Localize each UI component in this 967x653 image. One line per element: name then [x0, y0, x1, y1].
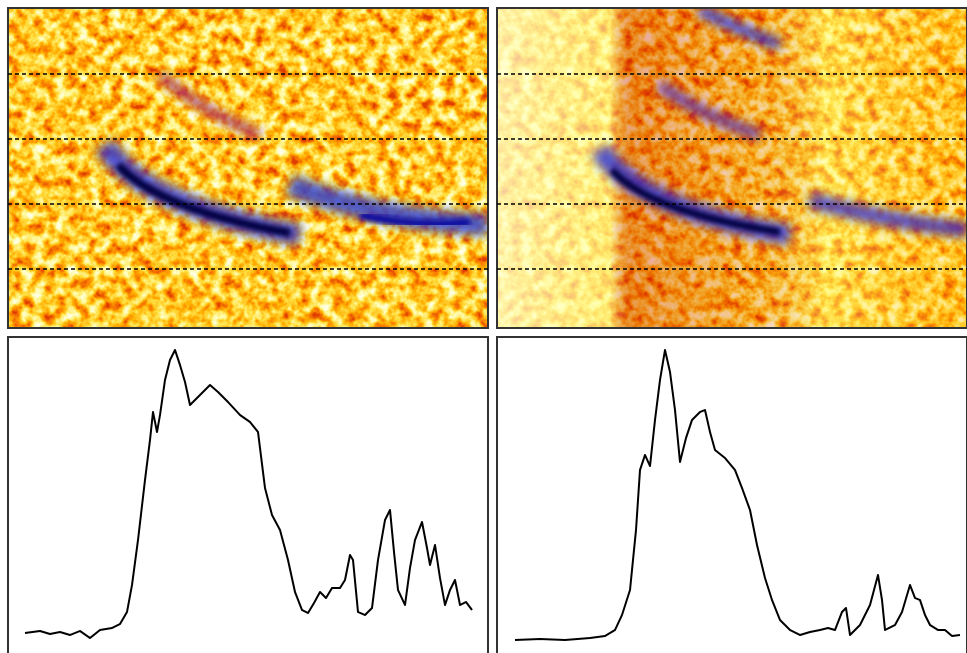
- heatmap-left: [8, 8, 488, 328]
- heatmap-right: [497, 8, 967, 328]
- profile-curve: [515, 350, 960, 640]
- profile-curve: [25, 350, 472, 638]
- panel-frame: [497, 337, 967, 653]
- panel-frame: [8, 337, 488, 653]
